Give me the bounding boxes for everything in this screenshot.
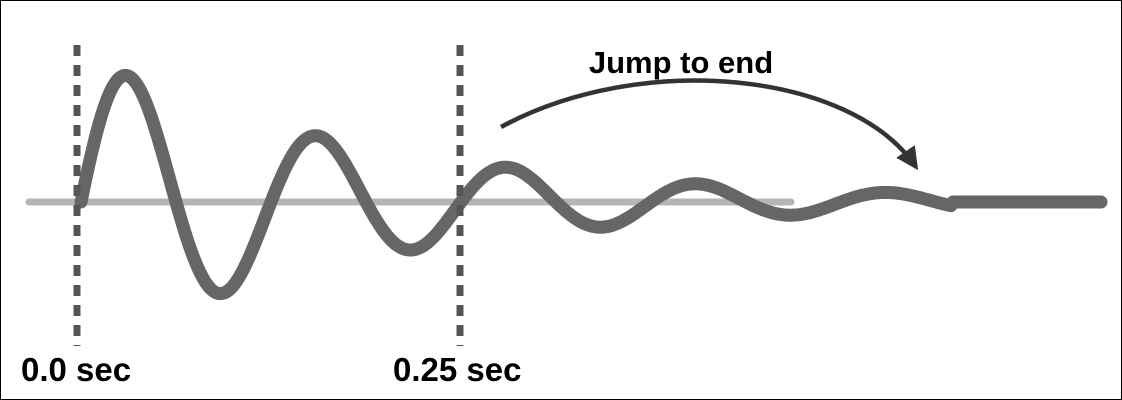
jump-arrow (499, 78, 919, 171)
damped-wave-curve (74, 68, 1108, 301)
time-marker-start-label: 0.0 sec (21, 351, 131, 388)
time-marker-mid-label: 0.25 sec (393, 351, 521, 388)
jump-to-end-label: Jump to end (589, 45, 773, 80)
